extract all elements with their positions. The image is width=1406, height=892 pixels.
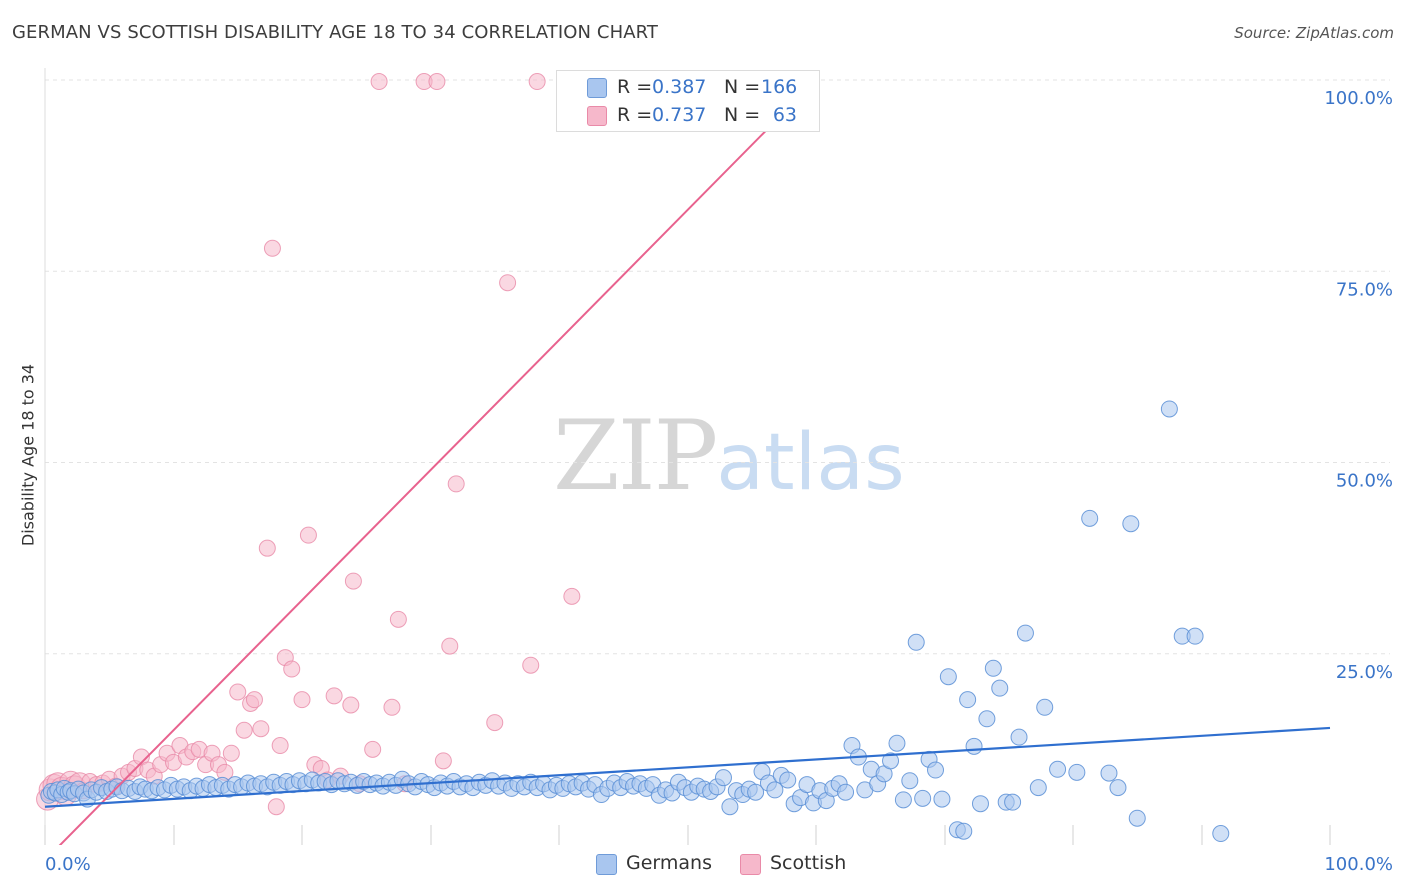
germans-point [1010,728,1028,746]
germans-point [965,737,983,755]
germans-point [914,789,932,807]
legend-r-value: 0.737 [652,104,707,126]
legend-n-value: 166 [761,76,798,98]
scottish-point [383,698,401,716]
scottish-point [235,721,253,739]
scottish-point [447,475,465,493]
legend-r-label: R = [617,104,653,126]
scottish-point [263,239,281,257]
legend-label-germans: Germans [626,852,712,874]
germans-point [1186,627,1204,645]
scottish-point [229,683,247,701]
legend-r-value: 0.387 [652,76,707,98]
germans-point [939,668,957,686]
legend-swatch-germans [596,854,617,875]
scottish-point [325,687,343,705]
legend-row-germans: R = 0.387 N = 166 [557,73,819,101]
germans-point [721,798,739,816]
germans-point [837,783,855,801]
legend-n-label: N = [724,104,761,126]
scottish-point [441,637,459,655]
scottish-point [522,656,540,674]
legend-n-value: 63 [772,104,797,126]
germans-point [959,691,977,709]
y-tick-label: 50.0% [1336,471,1393,492]
germans-point [1016,624,1034,642]
germans-point [714,769,732,787]
legend-swatch-scottish [740,854,761,875]
scottish-point [499,274,517,292]
y-tick-label: 25.0% [1336,662,1393,683]
germans-point [1036,698,1054,716]
legend-label-scottish: Scottish [770,852,847,874]
germans-trend-line [44,726,1331,808]
germans-point [1109,779,1127,797]
germans-point [1004,793,1022,811]
germans-point [1128,809,1146,827]
germans-point [991,679,1009,697]
y-axis-label: Disability Age 18 to 34 [18,363,38,547]
germans-point [1049,760,1067,778]
y-tick-label: 100.0% [1324,88,1393,109]
chart-title: GERMAN VS SCOTTISH DISABILITY AGE 18 TO … [12,22,659,43]
legend-swatch-scottish [587,106,607,126]
scottish-point [252,720,270,738]
scottish-point [563,587,581,605]
x-tick-label: 100.0% [1324,854,1393,875]
scottish-point [344,572,362,590]
scottish-point [434,752,452,770]
legend-row-scottish: R = 0.737 N = 63 [557,101,819,129]
germans-point [747,783,765,801]
germans-point [894,791,912,809]
scottish-point [389,610,407,628]
germans-point [971,795,989,813]
scottish-point [267,798,285,816]
scottish-point [364,740,382,758]
watermark-zip: ZIP [553,400,718,512]
germans-point [1100,764,1118,782]
scottish-point [283,660,301,678]
series-legend: Germans Scottish [0,852,1406,876]
scottish-point [222,744,240,762]
germans-point [927,761,945,779]
germans-point [1212,825,1230,843]
scottish-point [370,73,388,91]
stats-legend: R = 0.387 N = 166 R = 0.737 N = 63 [556,70,820,132]
scottish-point [428,73,446,91]
scottish-point [528,73,546,91]
scottish-point [245,691,263,709]
germans-point [984,659,1002,677]
germans-point [978,710,996,728]
scottish-trend-line [58,80,817,845]
germans-point [766,781,784,799]
germans-point [1029,779,1047,797]
germans-point [1160,400,1178,418]
legend-swatch-germans [587,78,607,98]
germans-point [1081,509,1099,527]
scottish-point [342,696,360,714]
germans-point [1122,515,1140,533]
germans-point [1068,763,1086,781]
legend-r-label: R = [617,76,653,98]
scottish-point [293,691,311,709]
scottish-point [271,737,289,755]
scottish-point [258,539,276,557]
germans-point [955,822,973,840]
watermark: ZIPatlas [553,400,905,512]
source-label: Source: ZipAtlas.com [1234,24,1394,42]
germans-point [933,790,951,808]
legend-n-label: N = [724,76,761,98]
germans-point [907,633,925,651]
y-tick-label: 75.0% [1336,279,1393,300]
scottish-point [299,526,317,544]
germans-point [882,752,900,770]
germans-point [779,771,797,789]
x-tick-label: 0.0% [45,854,91,875]
germans-point [888,734,906,752]
watermark-atlas: atlas [716,418,905,508]
germans-point [901,772,919,790]
scottish-point [486,714,504,732]
